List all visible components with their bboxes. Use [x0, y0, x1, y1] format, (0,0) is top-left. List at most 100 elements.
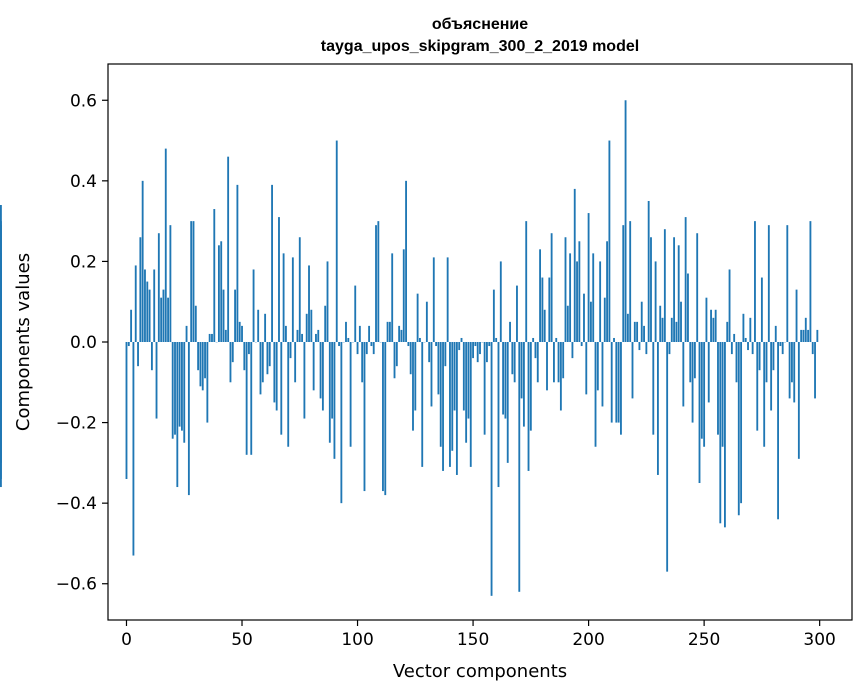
bar	[442, 342, 444, 471]
bar	[222, 289, 225, 342]
bar	[814, 342, 816, 399]
bar	[150, 342, 153, 371]
bar	[710, 309, 712, 342]
bar	[220, 241, 223, 342]
bar	[261, 342, 264, 383]
bar	[486, 342, 488, 363]
bar	[654, 261, 657, 342]
bar	[638, 342, 641, 351]
bar	[174, 342, 176, 435]
bar	[289, 342, 292, 359]
y-tick-label: −0.2	[56, 414, 97, 434]
bar	[583, 293, 585, 342]
bar	[539, 249, 541, 342]
bar	[340, 342, 343, 504]
bar	[509, 321, 511, 342]
bar	[382, 342, 384, 492]
bar	[541, 277, 544, 342]
bar	[462, 342, 465, 411]
bar	[603, 297, 606, 342]
bar	[284, 325, 287, 342]
bar	[234, 289, 237, 342]
bar	[358, 325, 361, 342]
bar	[800, 329, 803, 342]
bar	[187, 342, 190, 496]
bar	[724, 342, 726, 528]
bar	[245, 342, 248, 455]
bar	[795, 289, 798, 342]
bar	[532, 337, 535, 342]
bar	[384, 342, 387, 496]
bar	[243, 342, 246, 371]
bar	[287, 342, 290, 447]
bar	[321, 342, 324, 411]
bar	[777, 342, 779, 520]
bar	[737, 342, 740, 516]
bar	[257, 309, 260, 342]
bar	[719, 342, 722, 524]
bar	[608, 140, 611, 342]
bar	[592, 253, 595, 342]
bar	[525, 221, 528, 342]
bar	[652, 342, 655, 435]
bar	[312, 342, 315, 391]
bar	[807, 329, 810, 342]
x-tick-label: 0	[121, 630, 132, 650]
bar	[428, 342, 431, 363]
bar	[804, 317, 807, 342]
bar	[788, 342, 791, 399]
y-tick-label: −0.6	[56, 575, 97, 595]
bar	[224, 329, 227, 342]
bar	[816, 329, 819, 342]
bar	[656, 342, 659, 475]
bar	[559, 342, 562, 411]
bar	[613, 337, 615, 342]
bar	[756, 342, 759, 431]
bar	[137, 342, 139, 367]
bar	[393, 342, 396, 379]
bar	[206, 342, 209, 423]
bar	[319, 342, 322, 399]
bar	[793, 342, 796, 403]
bar	[622, 225, 625, 342]
bar	[185, 325, 188, 342]
bar	[811, 342, 814, 355]
bar	[375, 225, 377, 342]
bar	[504, 342, 507, 419]
bar	[395, 342, 398, 367]
bar	[744, 337, 747, 342]
bar	[506, 342, 509, 463]
bar	[726, 321, 729, 342]
bar	[238, 321, 241, 342]
bar	[696, 233, 699, 342]
bar	[601, 342, 604, 407]
bar	[717, 342, 719, 435]
x-tick-label: 250	[688, 630, 720, 650]
bar	[631, 342, 634, 399]
y-axis-label: Components values	[13, 253, 34, 431]
bar	[707, 342, 710, 403]
bar	[691, 342, 694, 423]
bar	[730, 342, 733, 355]
bar	[148, 289, 151, 342]
bar	[529, 342, 532, 431]
bar	[227, 156, 230, 342]
bar	[684, 217, 687, 342]
bar	[444, 342, 447, 367]
bar	[735, 342, 738, 383]
bar	[636, 321, 639, 342]
bar	[291, 257, 294, 342]
x-tick-label: 100	[341, 630, 373, 650]
bar	[606, 241, 609, 342]
bar	[585, 342, 588, 395]
chart-subtitle: tayga_upos_skipgram_300_2_2019 model	[321, 38, 639, 55]
bar	[386, 321, 389, 342]
bar	[310, 309, 313, 342]
bar	[421, 342, 424, 467]
plot-area-frame	[107, 63, 853, 621]
bar	[199, 342, 202, 387]
bar	[518, 342, 521, 592]
bar	[809, 221, 812, 342]
bar	[516, 285, 518, 342]
